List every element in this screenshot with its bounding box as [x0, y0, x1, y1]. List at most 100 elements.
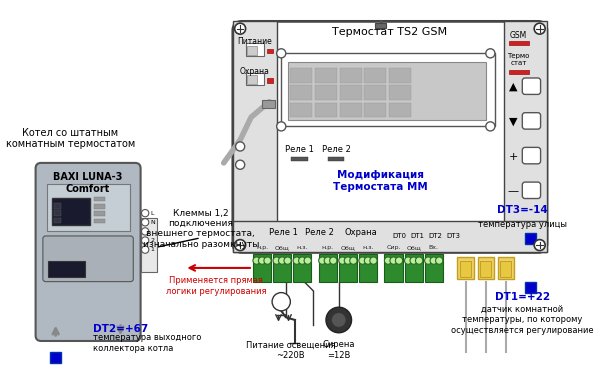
Circle shape	[370, 257, 377, 264]
Bar	[478, 257, 494, 279]
Text: +: +	[508, 152, 518, 161]
Bar	[54, 211, 61, 216]
Bar	[233, 221, 547, 252]
Bar	[481, 260, 491, 277]
Bar	[247, 75, 257, 84]
Bar	[290, 85, 312, 100]
Text: ▲: ▲	[509, 82, 517, 92]
Bar	[389, 68, 411, 82]
Circle shape	[329, 257, 337, 264]
Bar	[140, 218, 157, 272]
Bar	[233, 21, 277, 252]
Bar	[319, 254, 337, 282]
Circle shape	[534, 240, 545, 250]
Circle shape	[344, 257, 352, 264]
Text: Общ: Общ	[275, 245, 290, 250]
Circle shape	[273, 257, 280, 264]
Bar	[504, 21, 547, 252]
Text: ▼: ▼	[509, 117, 517, 127]
Text: н.р.: н.р.	[256, 245, 268, 250]
FancyBboxPatch shape	[523, 182, 541, 199]
Text: Реле 2: Реле 2	[305, 228, 334, 237]
Bar	[340, 103, 362, 117]
Text: Клеммы 1,2
подключения
внешнего термостата,
изначально разомкнуты: Клеммы 1,2 подключения внешнего термоста…	[143, 209, 259, 249]
Bar	[340, 85, 362, 100]
Bar	[245, 43, 264, 56]
Text: Вх.: Вх.	[429, 245, 439, 250]
Bar	[281, 53, 495, 127]
Bar	[328, 156, 344, 161]
Bar	[500, 260, 511, 277]
Bar	[315, 68, 337, 82]
Text: —: —	[508, 186, 519, 196]
Bar	[293, 254, 311, 282]
Circle shape	[415, 257, 423, 264]
Text: DT1: DT1	[410, 233, 424, 239]
Circle shape	[350, 257, 357, 264]
Bar	[315, 85, 337, 100]
Bar	[509, 41, 529, 45]
Bar	[339, 254, 357, 282]
Text: Реле 1: Реле 1	[285, 145, 314, 154]
Circle shape	[235, 240, 245, 250]
Bar	[315, 103, 337, 117]
Circle shape	[142, 209, 149, 217]
Text: Питание: Питание	[238, 37, 272, 46]
Circle shape	[319, 257, 326, 264]
Text: Применяется прямая
логики регулирования: Применяется прямая логики регулирования	[166, 276, 266, 296]
Circle shape	[272, 293, 290, 311]
Text: н.з.: н.з.	[362, 245, 374, 250]
Circle shape	[425, 257, 432, 264]
Bar	[54, 203, 61, 209]
Text: DT2=+67: DT2=+67	[93, 324, 148, 334]
Bar	[497, 257, 514, 279]
Text: Охрана: Охрана	[240, 67, 269, 76]
Text: Реле 2: Реле 2	[322, 145, 350, 154]
Circle shape	[293, 257, 301, 264]
Text: Модификация
Термостата ММ: Модификация Термостата ММ	[334, 170, 428, 192]
Circle shape	[404, 257, 412, 264]
Circle shape	[364, 257, 371, 264]
Text: BAXI LUNA-3
Comfort: BAXI LUNA-3 Comfort	[53, 172, 122, 194]
Bar	[50, 352, 61, 363]
Text: Охрана: Охрана	[344, 228, 377, 237]
Text: Сирена
=12В: Сирена =12В	[323, 341, 355, 360]
Bar	[49, 260, 85, 277]
Circle shape	[259, 257, 266, 264]
Text: N: N	[150, 220, 155, 225]
Circle shape	[299, 257, 306, 264]
Circle shape	[142, 246, 149, 253]
Bar	[273, 254, 291, 282]
Circle shape	[278, 257, 286, 264]
Bar	[291, 156, 308, 161]
Circle shape	[304, 257, 311, 264]
Bar	[340, 68, 362, 82]
Text: Общ: Общ	[406, 245, 421, 250]
Circle shape	[339, 257, 346, 264]
Circle shape	[253, 257, 260, 264]
Bar	[290, 68, 312, 82]
Bar	[247, 46, 257, 55]
Circle shape	[385, 257, 392, 264]
Bar	[266, 78, 273, 82]
Bar	[94, 211, 105, 216]
Text: Питание освещения
~220В: Питание освещения ~220В	[245, 341, 335, 360]
Text: Реле 1: Реле 1	[269, 228, 298, 237]
Circle shape	[142, 219, 149, 226]
Circle shape	[235, 23, 245, 34]
Circle shape	[142, 237, 149, 244]
Bar	[245, 72, 264, 85]
Bar	[364, 85, 386, 100]
Bar	[364, 103, 386, 117]
Circle shape	[264, 257, 271, 264]
Circle shape	[390, 257, 397, 264]
FancyBboxPatch shape	[523, 147, 541, 164]
Bar	[460, 260, 471, 277]
Bar	[47, 184, 130, 231]
Bar	[94, 197, 105, 201]
Bar	[94, 204, 105, 209]
FancyBboxPatch shape	[43, 236, 133, 282]
Circle shape	[395, 257, 403, 264]
Bar	[375, 23, 386, 28]
FancyBboxPatch shape	[35, 163, 140, 341]
